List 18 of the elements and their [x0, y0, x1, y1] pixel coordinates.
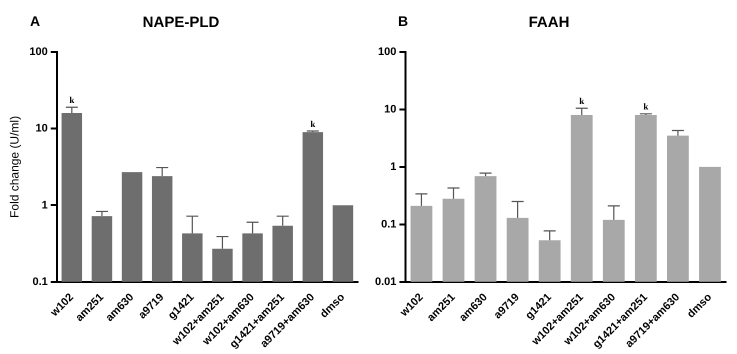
y-tick-label: 10	[384, 103, 396, 116]
annotation: k	[310, 118, 316, 129]
y-tick-label: 100	[378, 46, 396, 58]
y-tick-label: 10	[36, 122, 48, 135]
annotation: k	[69, 95, 74, 106]
annotation: k	[579, 96, 584, 106]
y-tick-label: 0.01	[374, 276, 396, 288]
chart-title: FAAH	[528, 14, 570, 32]
text: B	[398, 12, 408, 29]
y-axis-title: Fold change (U/ml)	[8, 116, 22, 218]
y-tick-label: 0.1	[32, 276, 48, 288]
y-tick-label: 1	[390, 160, 396, 173]
text: A	[30, 12, 40, 29]
y-tick-label: 1	[42, 199, 48, 212]
annotation: k	[643, 102, 648, 112]
chart-title: NAPE-PLD	[142, 14, 220, 32]
y-tick-label: 0.1	[381, 218, 396, 230]
y-tick-label: 100	[29, 46, 48, 58]
